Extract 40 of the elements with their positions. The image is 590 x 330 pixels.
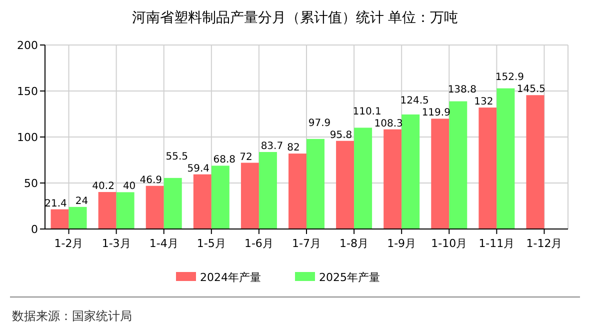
x-tick-label: 1-12月 [526, 237, 562, 250]
data-label: 83.7 [260, 140, 284, 152]
y-tick-label: 0 [31, 223, 38, 236]
data-label: 40 [122, 181, 136, 192]
data-label: 40.2 [92, 181, 114, 192]
data-label: 55.5 [166, 151, 188, 162]
x-tick-label: 1-4月 [149, 237, 178, 250]
data-label: 46.9 [140, 174, 162, 186]
data-label: 132 [474, 96, 494, 108]
source-note: 数据来源：国家统计局 [12, 309, 132, 323]
x-tick-label: 1-7月 [292, 237, 321, 250]
title: 河南省塑料制品产量分月（累计值）统计 单位：万吨 [132, 10, 458, 26]
data-label: 24 [75, 196, 88, 207]
y-tick-label: 100 [17, 131, 38, 144]
data-label: 21.4 [44, 198, 67, 210]
data-label: 59.4 [187, 163, 210, 174]
data-label: 72 [240, 152, 252, 163]
legend-label: 2025年产量 [319, 271, 380, 284]
x-tick-label: 1-11月 [478, 237, 515, 250]
y-tick-label: 200 [17, 39, 38, 52]
y-tick-label: 150 [17, 85, 38, 98]
x-tick-label: 1-9月 [387, 237, 416, 250]
data-label: 95.8 [330, 130, 352, 141]
x-tick-label: 1-10月 [431, 237, 468, 250]
data-label: 124.5 [400, 96, 429, 107]
data-label: 68.8 [213, 154, 236, 166]
data-label: 108.3 [374, 118, 403, 130]
data-label: 152.9 [495, 72, 524, 84]
data-label: 138.8 [448, 84, 476, 96]
data-label: 82 [287, 142, 300, 154]
legend-label: 2024年产量 [200, 271, 261, 284]
x-tick-label: 1-6月 [244, 237, 274, 250]
x-tick-label: 1-2月 [54, 237, 84, 250]
x-tick-label: 1-3月 [102, 237, 131, 250]
y-tick-label: 50 [24, 177, 38, 190]
x-tick-label: 1-5月 [196, 237, 226, 250]
data-label: 110.1 [352, 106, 382, 118]
data-label: 97.9 [308, 118, 331, 129]
data-label: 145.5 [516, 84, 546, 96]
x-tick-label: 1-8月 [340, 237, 369, 250]
